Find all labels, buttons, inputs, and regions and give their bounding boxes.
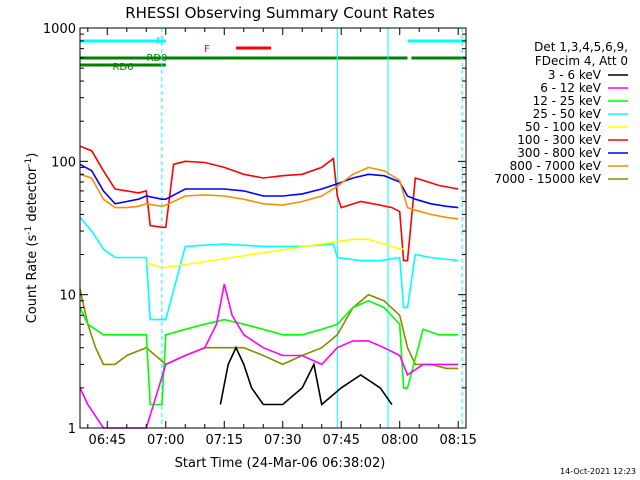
- x-tick-label-4: 07:45: [322, 433, 359, 448]
- plot-frame: [79, 27, 467, 429]
- y-tick-label-1: 10: [59, 289, 76, 304]
- footer-stamp: 14-Oct-2021 12:23: [560, 467, 636, 476]
- legend-title-1: Det 1,3,4,5,6,9,: [534, 40, 628, 54]
- y-axis-label: Count Rate (s-1 detector-1): [24, 153, 40, 324]
- legend-label-4: 50 - 100 keV: [525, 120, 602, 134]
- legend-label-1: 6 - 12 keV: [540, 81, 602, 95]
- flag-label-n: N: [156, 36, 163, 47]
- x-tick-label-2: 07:15: [206, 433, 243, 448]
- x-tick-label-1: 07:00: [147, 433, 184, 448]
- series-line-5: [79, 288, 459, 370]
- legend-label-7: 800 - 7000 keV: [510, 159, 602, 173]
- legend-label-8: 7000 - 15000 keV: [494, 172, 601, 186]
- y-axis-label-mid: detector: [25, 166, 40, 226]
- y-tick-label-2: 100: [51, 155, 76, 170]
- legend-label-5: 100 - 300 keV: [517, 133, 601, 147]
- chart-title: RHESSI Observing Summary Count Rates: [125, 4, 435, 22]
- series-line-3: [79, 216, 459, 321]
- series-line-2: [79, 166, 459, 220]
- series-line-8: [219, 345, 393, 406]
- y-axis-label-sup2: -1: [24, 158, 34, 167]
- y-tick-label-3: 1000: [43, 22, 76, 37]
- series-line-1: [79, 163, 459, 209]
- axes: 06:45 07:00 07:15 07:30 07:45 08:00 08:15 1 10 10…: [43, 22, 477, 448]
- legend-title-2: FDecim 4, Att 0: [535, 54, 628, 68]
- flag-label-f: F: [204, 44, 210, 55]
- x-tick-label-5: 08:00: [381, 433, 418, 448]
- legend-label-0: 3 - 6 keV: [548, 68, 602, 82]
- flag-bars: N F RD0 RD6: [80, 36, 466, 73]
- series-line-6: [79, 299, 459, 406]
- x-tick-label-0: 06:45: [89, 433, 126, 448]
- legend-label-2: 12 - 25 keV: [533, 94, 602, 108]
- x-tick-label-6: 08:15: [439, 433, 476, 448]
- x-tick-label-3: 07:30: [264, 433, 301, 448]
- series-line-0: [79, 145, 459, 262]
- y-tick-label-0: 1: [68, 422, 76, 437]
- legend-label-3: 25 - 50 keV: [533, 107, 602, 121]
- flag-label-rd0: RD0: [146, 53, 167, 64]
- y-axis-label-main: Count Rate (s: [25, 235, 40, 324]
- flag-label-rd6: RD6: [112, 62, 133, 73]
- data-series: [79, 145, 459, 429]
- y-axis-label-end: ): [25, 153, 40, 158]
- x-axis-label: Start Time (24-Mar-06 06:38:02): [175, 456, 386, 471]
- series-line-4: [146, 238, 404, 269]
- y-axis-label-sup1: -1: [24, 226, 34, 235]
- legend-label-6: 300 - 800 keV: [517, 146, 601, 160]
